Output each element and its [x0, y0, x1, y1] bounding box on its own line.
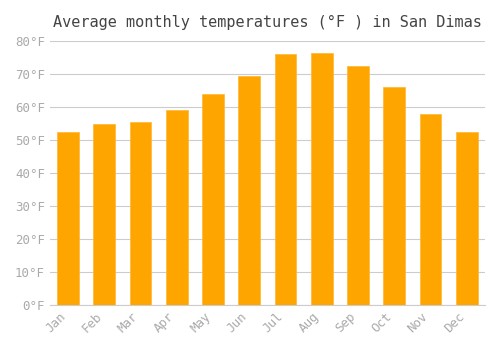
Bar — [57, 132, 79, 305]
Bar — [311, 53, 332, 305]
Bar — [384, 87, 405, 305]
Bar — [420, 113, 442, 305]
Bar — [274, 55, 296, 305]
Bar — [166, 110, 188, 305]
Bar — [456, 132, 477, 305]
Bar — [347, 66, 369, 305]
Bar — [130, 122, 152, 305]
Bar — [238, 76, 260, 305]
Bar — [94, 124, 115, 305]
Title: Average monthly temperatures (°F ) in San Dimas: Average monthly temperatures (°F ) in Sa… — [53, 15, 482, 30]
Bar — [202, 94, 224, 305]
